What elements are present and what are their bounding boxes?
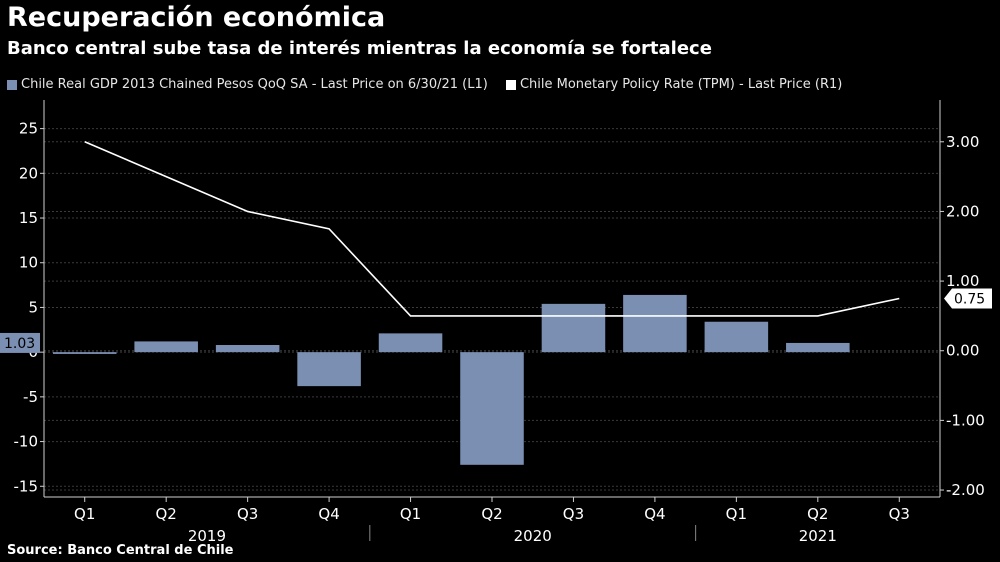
x-tick-label: Q1 (726, 505, 747, 523)
tpm-line (84, 141, 900, 317)
year-label: 2020 (514, 527, 552, 545)
legend-item-tpm: Chile Monetary Policy Rate (TPM) - Last … (505, 77, 843, 92)
left-tick-label: -5 (23, 388, 38, 406)
gdp-bar (704, 321, 769, 353)
gdp-bar (460, 352, 524, 465)
left-last-value-badge (0, 332, 40, 353)
gdp-bar (297, 352, 361, 387)
left-tick-label: 5 (28, 298, 38, 316)
gdp-bar (52, 352, 117, 354)
x-tick-label: Q3 (563, 505, 584, 523)
x-tick-label: Q3 (889, 505, 910, 523)
right-tick-label: 2.00 (946, 202, 979, 220)
right-tick-label: 0.00 (946, 342, 979, 360)
x-tick-label: Q2 (481, 505, 502, 523)
left-tick-label: -15 (14, 477, 39, 495)
left-tick-label: 20 (19, 164, 38, 182)
gdp-bar (215, 344, 280, 353)
year-label: 2021 (799, 527, 837, 545)
right-tick-label: 1.00 (946, 272, 979, 290)
legend-swatch-tpm (505, 79, 516, 90)
legend-swatch-gdp (7, 79, 17, 90)
right-tick-label: -1.00 (946, 411, 985, 429)
chart-title: Recuperación económica (7, 2, 386, 33)
gdp-bar (541, 303, 606, 353)
left-tick-label: -10 (14, 433, 39, 451)
legend-item-gdp: Chile Real GDP 2013 Chained Pesos QoQ SA… (7, 77, 488, 92)
x-tick-label: Q2 (807, 505, 828, 523)
right-last-value-label: 0.75 (954, 292, 985, 308)
legend-label-gdp: Chile Real GDP 2013 Chained Pesos QoQ SA… (21, 77, 488, 92)
left-tick-label: 25 (19, 120, 38, 138)
gdp-bar (378, 333, 443, 353)
x-tick-label: Q4 (318, 505, 339, 523)
legend: Chile Real GDP 2013 Chained Pesos QoQ SA… (7, 77, 856, 94)
legend-label-tpm: Chile Monetary Policy Rate (TPM) - Last … (519, 77, 843, 92)
source-note: Source: Banco Central de Chile (7, 543, 234, 558)
x-tick-label: Q3 (237, 505, 258, 523)
gdp-bar (623, 294, 687, 353)
x-tick-label: Q4 (644, 505, 665, 523)
left-tick-label: 15 (19, 209, 38, 227)
gdp-bar (786, 342, 850, 353)
year-label: 2019 (188, 527, 226, 545)
right-tick-label: 3.00 (946, 133, 979, 151)
gdp-bar (134, 341, 198, 353)
right-tick-label: -2.00 (946, 481, 985, 499)
right-last-value-badge (944, 288, 992, 309)
left-last-value-label: 1.03 (4, 336, 35, 352)
chart-subtitle: Banco central sube tasa de interés mient… (7, 38, 712, 59)
x-tick-label: Q1 (74, 505, 95, 523)
x-tick-label: Q1 (400, 505, 421, 523)
left-tick-label: 10 (19, 254, 38, 272)
x-tick-label: Q2 (156, 505, 177, 523)
